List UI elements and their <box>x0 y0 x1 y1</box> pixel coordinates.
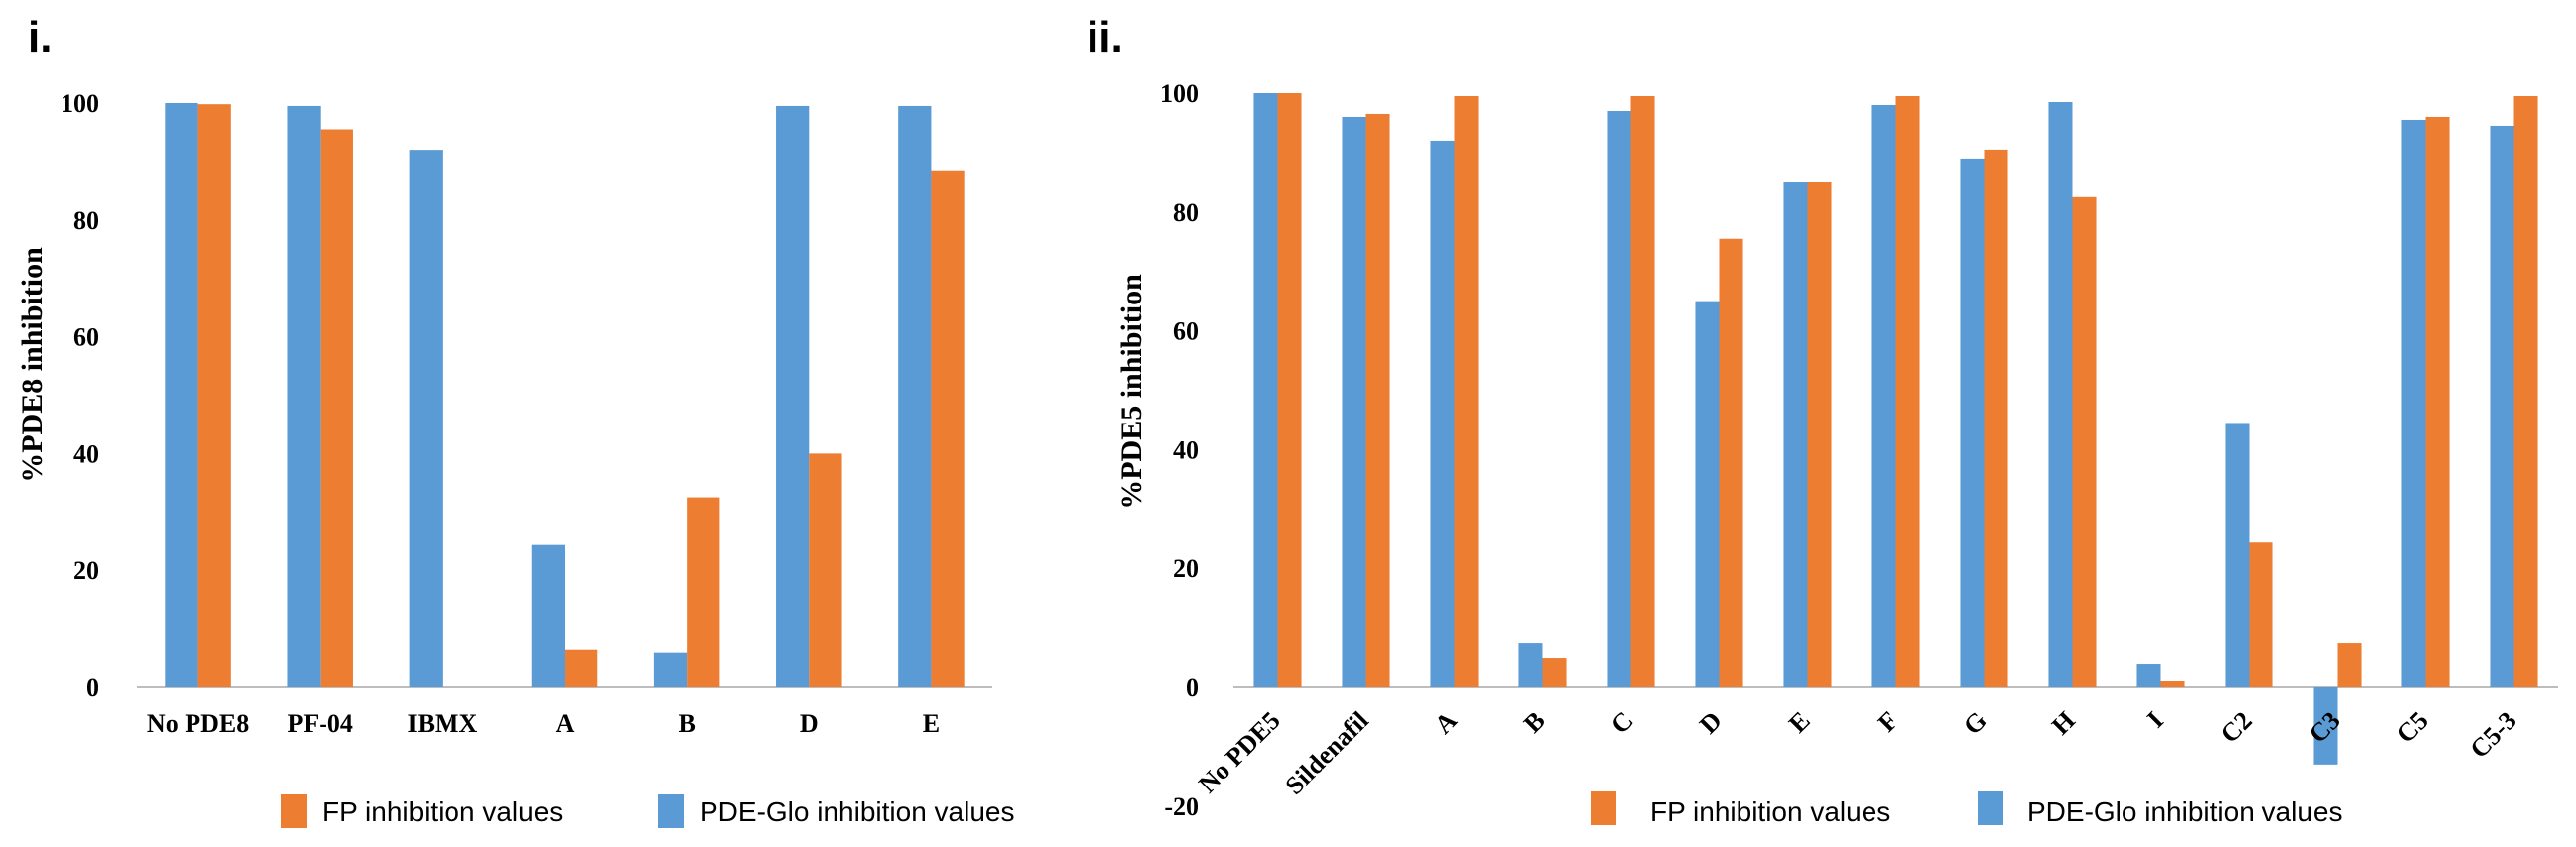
y-tick-label: 80 <box>1173 198 1199 227</box>
bar-fp-i <box>2160 681 2185 687</box>
chart-panel-ii: ii. %PDE5 inhibition -20 0 20 40 60 80 100 No … <box>1087 13 2558 827</box>
legend-swatch-glo-i <box>658 794 684 828</box>
bar-pde-glo-d <box>1695 301 1720 687</box>
y-tick-label: 40 <box>73 439 99 468</box>
legend-label-glo-i: PDE-Glo inhibition values <box>700 796 1015 827</box>
x-tick-label: C3 <box>2303 706 2346 749</box>
bar-fp-c5 <box>2425 116 2450 687</box>
bar-fp-h <box>2072 196 2097 687</box>
bar-pde-glo-d <box>776 105 810 687</box>
bar-pde-glo-a <box>1430 140 1455 688</box>
panel-label-i: i. <box>28 13 52 61</box>
bar-fp-sildenafil <box>1365 113 1390 688</box>
chart-panel-i: i. %PDE8 inhibition 0 20 40 60 80 100 No PDE8… <box>16 13 1015 828</box>
bar-pde-glo-c <box>1607 110 1631 688</box>
x-tick-label: Sildenafil <box>1280 706 1374 800</box>
y-tick-label: 60 <box>1173 317 1199 346</box>
y-tick-label: 80 <box>73 206 99 235</box>
x-tick-label: No PDE5 <box>1193 706 1286 799</box>
x-tick-label: C5-3 <box>2464 706 2521 764</box>
bars-ii <box>1253 93 2538 765</box>
bar-fp-c3 <box>2337 643 2362 687</box>
bar-fp-pf-04 <box>320 129 353 687</box>
bar-pde-glo-pf-04 <box>287 105 321 687</box>
y-tick-label: 40 <box>1173 435 1199 464</box>
x-tick-label: C5 <box>2391 706 2434 749</box>
x-tick-label: No PDE8 <box>147 709 249 738</box>
legend-swatch-glo-ii <box>1978 791 2003 825</box>
bar-pde-glo-c5-3 <box>2490 125 2514 687</box>
bar-pde-glo-no-pde8 <box>165 103 198 687</box>
bar-fp-a <box>565 649 598 687</box>
bar-pde-glo-c2 <box>2225 423 2250 687</box>
panel-label-ii: ii. <box>1087 13 1123 61</box>
bar-pde-glo-c3 <box>2313 687 2338 765</box>
legend-label-fp-i: FP inhibition values <box>322 796 563 827</box>
x-tick-label: D <box>1694 706 1728 740</box>
bar-pde-glo-a <box>531 544 565 687</box>
legend-i: FP inhibition values PDE-Glo inhibition … <box>281 794 1015 828</box>
y-axis-ticks-i: 0 20 40 60 80 100 <box>61 89 992 702</box>
bar-fp-e <box>1807 182 1832 687</box>
bar-fp-no-pde5 <box>1277 93 1302 687</box>
x-tick-label: A <box>556 709 575 738</box>
legend-swatch-fp-ii <box>1591 791 1616 825</box>
legend-ii: FP inhibition values PDE-Glo inhibition … <box>1591 791 2343 827</box>
y-tick-label: 0 <box>86 673 99 702</box>
x-tick-label: E <box>923 709 940 738</box>
bar-fp-c5-3 <box>2513 95 2538 688</box>
bar-pde-glo-ibmx <box>409 150 443 687</box>
bar-fp-f <box>1895 95 1920 688</box>
bars-i <box>165 103 965 688</box>
bar-fp-a <box>1454 95 1479 688</box>
y-tick-label: -20 <box>1164 792 1199 821</box>
x-tick-label: F <box>1872 706 1904 738</box>
x-tick-label: B <box>678 709 695 738</box>
bar-fp-b <box>687 497 720 687</box>
x-tick-label: G <box>1958 706 1993 741</box>
y-tick-label: 20 <box>73 556 99 585</box>
x-tick-label: A <box>1429 706 1463 740</box>
bar-fp-d <box>809 453 842 687</box>
x-tick-label: B <box>1518 706 1551 739</box>
bar-fp-d <box>1719 238 1743 687</box>
y-tick-label: 20 <box>1173 554 1199 583</box>
bar-fp-b <box>1542 658 1567 687</box>
bar-pde-glo-c5 <box>2401 119 2426 687</box>
bar-fp-c <box>1630 95 1655 688</box>
y-tick-label: 0 <box>1186 673 1199 702</box>
bar-pde-glo-e <box>898 105 932 687</box>
bar-pde-glo-h <box>2048 101 2073 688</box>
bar-fp-c2 <box>2249 542 2273 687</box>
x-tick-label: I <box>2141 706 2169 734</box>
x-tick-label: PF-04 <box>288 709 353 738</box>
x-tick-label: C <box>1606 706 1639 740</box>
bar-fp-g <box>1984 149 2008 687</box>
y-axis-label-i: %PDE8 inhibition <box>16 247 49 483</box>
bar-fp-e <box>931 170 965 688</box>
y-axis-label-ii: %PDE5 inhibition <box>1115 274 1148 510</box>
legend-swatch-fp-i <box>281 794 307 828</box>
bar-fp-no-pde8 <box>197 104 231 688</box>
x-tick-label: C2 <box>2215 706 2257 749</box>
y-tick-label: 100 <box>1160 79 1199 108</box>
legend-label-glo-ii: PDE-Glo inhibition values <box>2027 796 2343 827</box>
legend-label-fp-ii: FP inhibition values <box>1650 796 1890 827</box>
y-tick-label: 60 <box>73 323 99 352</box>
bar-pde-glo-i <box>2136 664 2161 687</box>
bar-pde-glo-b <box>653 652 688 687</box>
bar-pde-glo-e <box>1783 182 1808 687</box>
bar-pde-glo-sildenafil <box>1342 116 1366 687</box>
x-tick-label: H <box>2046 706 2081 741</box>
x-tick-label: E <box>1783 706 1816 739</box>
bar-pde-glo-f <box>1871 104 1896 688</box>
bar-pde-glo-no-pde5 <box>1253 93 1278 687</box>
y-tick-label: 100 <box>61 89 99 118</box>
x-tick-label: IBMX <box>407 709 477 738</box>
bar-pde-glo-b <box>1518 643 1543 687</box>
bar-pde-glo-g <box>1960 158 1985 687</box>
x-tick-label: D <box>800 709 819 738</box>
x-axis-labels-i: No PDE8 PF-04 IBMX A B D E <box>147 709 940 738</box>
